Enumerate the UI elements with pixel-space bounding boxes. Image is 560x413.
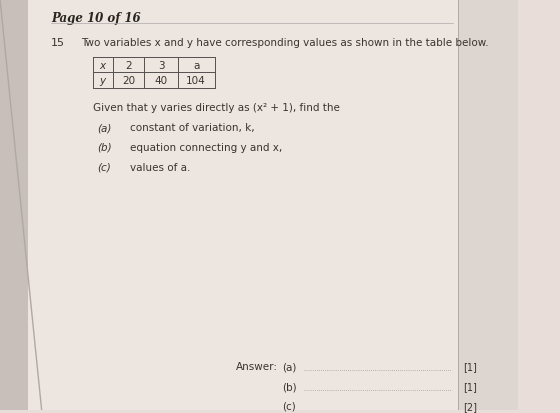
Text: Given that y varies directly as (x² + 1), find the: Given that y varies directly as (x² + 1)… <box>92 103 339 113</box>
Text: Page 10 of 16: Page 10 of 16 <box>51 12 141 25</box>
Text: a: a <box>193 60 199 70</box>
Text: 40: 40 <box>155 76 167 86</box>
Text: constant of variation, k,: constant of variation, k, <box>129 123 254 133</box>
Text: (a): (a) <box>282 361 297 371</box>
Text: 104: 104 <box>186 76 206 86</box>
Text: [2]: [2] <box>463 401 477 411</box>
Text: 2: 2 <box>125 60 132 70</box>
Text: Two variables x and y have corresponding values as shown in the table below.: Two variables x and y have corresponding… <box>81 38 489 47</box>
FancyBboxPatch shape <box>458 0 518 410</box>
Polygon shape <box>0 0 28 410</box>
FancyBboxPatch shape <box>28 0 472 410</box>
Text: 15: 15 <box>51 38 65 47</box>
Text: [1]: [1] <box>463 361 477 371</box>
Text: [1]: [1] <box>463 381 477 391</box>
Text: (a): (a) <box>97 123 111 133</box>
Text: y: y <box>100 76 106 86</box>
Text: (c): (c) <box>282 401 296 411</box>
Text: (b): (b) <box>97 142 112 152</box>
Text: (b): (b) <box>282 381 297 391</box>
Text: x: x <box>100 60 106 70</box>
Text: 3: 3 <box>158 60 164 70</box>
Text: 20: 20 <box>122 76 135 86</box>
Text: Answer:: Answer: <box>236 361 278 371</box>
Text: equation connecting y and x,: equation connecting y and x, <box>129 142 282 152</box>
Text: values of a.: values of a. <box>129 162 190 172</box>
Text: (c): (c) <box>97 162 111 172</box>
